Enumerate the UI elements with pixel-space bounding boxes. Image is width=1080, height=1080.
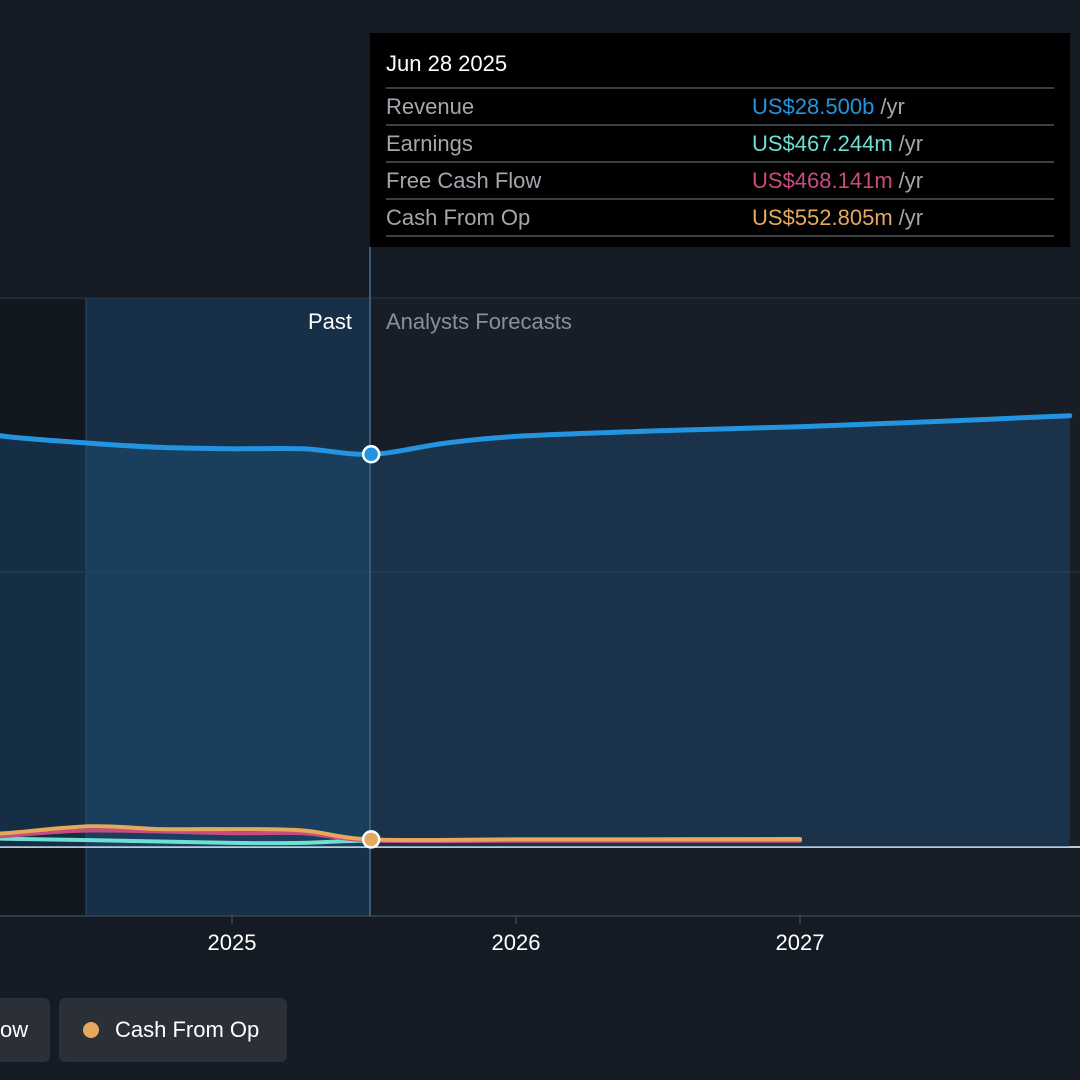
series-line-cash-from-op [0,824,802,843]
grid-lines [0,297,1080,917]
tooltip-unit: /yr [898,205,924,230]
x-axis: 2025 2026 2027 [208,916,825,955]
cash-from-op-marker[interactable] [361,830,381,849]
tooltip-label: Revenue [386,94,475,119]
highlight-markers[interactable] [361,445,381,849]
tooltip-label: Earnings [386,131,473,156]
x-tick-label: 2027 [776,930,825,955]
tooltip-row-cash-from-op: Cash From Op US$552.805m /yr [386,198,1054,237]
tooltip-label: Free Cash Flow [386,168,542,193]
series-lines [0,413,1073,846]
data-tooltip: Jun 28 2025 Revenue US$28.500b /yr Earni… [370,33,1070,247]
past-highlight-band [86,298,370,916]
tooltip-value: US$552.805m [752,205,893,230]
revenue-area-fill [0,415,1070,847]
revenue-marker[interactable] [361,445,381,464]
legend-label: ow [0,1017,29,1042]
tooltip-row-earnings: Earnings US$467.244m /yr [386,124,1054,161]
legend-dot-icon [83,1022,99,1038]
past-label: Past [308,309,352,334]
tooltip-unit: /yr [898,168,924,193]
legend-label: Cash From Op [115,1017,260,1042]
x-tick-label: 2026 [492,930,541,955]
legend-item-cash-from-op[interactable]: Cash From Op [59,998,287,1062]
tooltip-value: US$467.244m [752,131,893,156]
series-line-revenue [0,413,1073,457]
tooltip-row-free-cash-flow: Free Cash Flow US$468.141m /yr [386,161,1054,198]
tooltip-label: Cash From Op [386,205,531,230]
x-tick-label: 2025 [208,930,257,955]
legend-item-free-cash-flow[interactable]: ow [0,998,50,1062]
past-dark-band [0,298,86,916]
tooltip-value: US$28.500b [752,94,875,119]
tooltip-unit: /yr [880,94,905,119]
tooltip-date: Jun 28 2025 [386,51,508,76]
tooltip-row-revenue: Revenue US$28.500b /yr [386,87,1054,124]
tooltip-value: US$468.141m [752,168,893,193]
forecast-label: Analysts Forecasts [386,309,572,334]
revenue-area [0,415,1070,847]
tooltip-unit: /yr [898,131,924,156]
